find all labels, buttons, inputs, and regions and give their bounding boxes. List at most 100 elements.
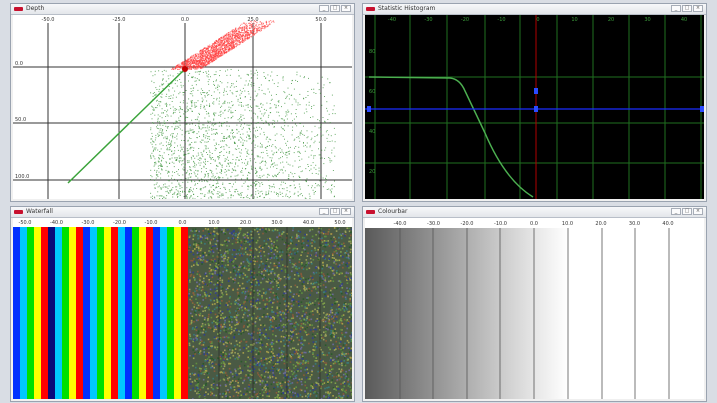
stat-x-tick: -30 [424, 17, 432, 23]
stat-y-tick: 20 [369, 169, 375, 175]
waterfall-color-band [146, 227, 154, 399]
depth-plot[interactable]: -50.0 -25.0 0.0 25.0 50.0 0.0 50.0 100.0 [13, 15, 352, 199]
waterfall-color-band [181, 227, 189, 399]
depth-y-tick: 50.0 [15, 117, 26, 123]
waterfall-x-tick: 20.0 [240, 220, 251, 226]
waterfall-color-band [167, 227, 175, 399]
close-icon[interactable]: × [693, 5, 703, 12]
waterfall-x-tick: 10.0 [208, 220, 219, 226]
stat-marker-handle [534, 88, 538, 94]
window-app-icon [14, 7, 23, 11]
stat-window: Statistic Histogram _ □ × -40 -30 -20 -10 0 1… [362, 3, 707, 202]
depth-x-tick: 0.0 [181, 17, 189, 23]
depth-x-tick: 25.0 [247, 17, 258, 23]
minimize-icon[interactable]: _ [319, 208, 329, 215]
maximize-icon[interactable]: □ [682, 5, 692, 12]
window-app-icon [366, 7, 375, 11]
stat-x-tick: -40 [388, 17, 396, 23]
colorbar-x-tick: 20.0 [595, 221, 606, 227]
close-icon[interactable]: × [693, 208, 703, 215]
stat-y-tick: 60 [369, 89, 375, 95]
colorbar-segment [669, 228, 704, 399]
waterfall-color-band [27, 227, 35, 399]
colorbar-plot[interactable]: -40.0 -30.0 -20.0 -10.0 0.0 10.0 20.0 30.0 40.0 [365, 218, 704, 399]
stat-x-tick: 10 [571, 17, 577, 23]
depth-y-tick: 0.0 [15, 61, 23, 67]
colorbar-title: Colourbar [378, 208, 408, 215]
waterfall-color-band [111, 227, 119, 399]
close-icon[interactable]: × [341, 5, 351, 12]
stat-x-tick: -20 [461, 17, 469, 23]
stat-titlebar[interactable]: Statistic Histogram _ □ × [363, 4, 706, 15]
colorbar-segment [467, 228, 500, 399]
colorbar-x-tick: 40.0 [662, 221, 673, 227]
depth-plot-svg[interactable]: -50.0 -25.0 0.0 25.0 50.0 0.0 50.0 100.0 [13, 15, 352, 199]
depth-y-tick: 100.0 [15, 174, 29, 180]
stat-marker-handle [700, 106, 704, 112]
depth-title: Depth [26, 5, 45, 12]
window-app-icon [366, 210, 375, 214]
depth-x-tick: -25.0 [113, 17, 126, 23]
stat-marker-handle [534, 106, 538, 112]
waterfall-color-band [160, 227, 168, 399]
depth-origin-marker [182, 66, 188, 72]
colorbar-segment [568, 228, 602, 399]
colorbar-plot-svg[interactable]: -40.0 -30.0 -20.0 -10.0 0.0 10.0 20.0 30.0 40.0 [365, 218, 704, 399]
waterfall-color-band [118, 227, 126, 399]
depth-x-tick: 50.0 [315, 17, 326, 23]
minimize-icon[interactable]: _ [319, 5, 329, 12]
stat-plot[interactable]: -40 -30 -20 -10 0 10 20 30 40 80 60 40 20 [365, 15, 704, 199]
colorbar-window: Colourbar _ □ × -40.0 -30.0 -20.0 -10.0 0.0 1… [362, 206, 707, 402]
colorbar-x-tick: -20.0 [461, 221, 474, 227]
maximize-icon[interactable]: □ [330, 5, 340, 12]
stat-title: Statistic Histogram [378, 5, 436, 12]
minimize-icon[interactable]: _ [671, 208, 681, 215]
stat-x-tick: 30 [644, 17, 650, 23]
waterfall-x-tick: -10.0 [145, 220, 158, 226]
colorbar-segment [400, 228, 433, 399]
depth-titlebar[interactable]: Depth _ □ × [11, 4, 354, 15]
colorbar-segment [500, 228, 534, 399]
waterfall-color-band [97, 227, 105, 399]
waterfall-x-tick: 50.0 [334, 220, 345, 226]
stat-x-tick: 0 [536, 17, 539, 23]
waterfall-titlebar[interactable]: Waterfall _ □ × [11, 207, 354, 218]
waterfall-title: Waterfall [26, 208, 53, 215]
colorbar-titlebar[interactable]: Colourbar _ □ × [363, 207, 706, 218]
waterfall-color-band [62, 227, 70, 399]
stat-y-tick: 40 [369, 129, 375, 135]
close-icon[interactable]: × [341, 208, 351, 215]
waterfall-color-band [69, 227, 77, 399]
waterfall-plot-svg[interactable]: -50.0 -40.0 -30.0 -20.0 -10.0 0.0 10.0 20.0 30.0… [13, 218, 352, 399]
waterfall-color-band [20, 227, 28, 399]
colorbar-x-tick: 10.0 [562, 221, 573, 227]
colorbar-segment [365, 228, 400, 399]
stat-curve [368, 76, 534, 198]
waterfall-color-band [83, 227, 91, 399]
waterfall-x-tick: -40.0 [50, 220, 63, 226]
maximize-icon[interactable]: □ [330, 208, 340, 215]
stat-y-tick: 80 [369, 49, 375, 55]
colorbar-segment [433, 228, 467, 399]
waterfall-color-band [13, 227, 21, 399]
waterfall-color-band [132, 227, 140, 399]
colorbar-x-tick: 0.0 [530, 221, 538, 227]
minimize-icon[interactable]: _ [671, 5, 681, 12]
maximize-icon[interactable]: □ [682, 208, 692, 215]
stat-plot-svg[interactable]: -40 -30 -20 -10 0 10 20 30 40 80 60 40 20 [365, 15, 704, 199]
waterfall-color-band [139, 227, 147, 399]
waterfall-color-band [90, 227, 98, 399]
waterfall-color-band [41, 227, 49, 399]
colorbar-segment [602, 228, 635, 399]
waterfall-color-band [76, 227, 84, 399]
depth-x-tick: -50.0 [42, 17, 55, 23]
waterfall-plot[interactable]: -50.0 -40.0 -30.0 -20.0 -10.0 0.0 10.0 20.0 30.0… [13, 218, 352, 399]
colorbar-x-tick: -10.0 [494, 221, 507, 227]
stat-x-tick: 40 [681, 17, 687, 23]
stat-x-tick: -10 [497, 17, 505, 23]
colorbar-x-tick: 30.0 [629, 221, 640, 227]
waterfall-color-band [174, 227, 182, 399]
colorbar-segment [635, 228, 669, 399]
stat-marker-handle [367, 106, 371, 112]
waterfall-x-tick: -20.0 [113, 220, 126, 226]
